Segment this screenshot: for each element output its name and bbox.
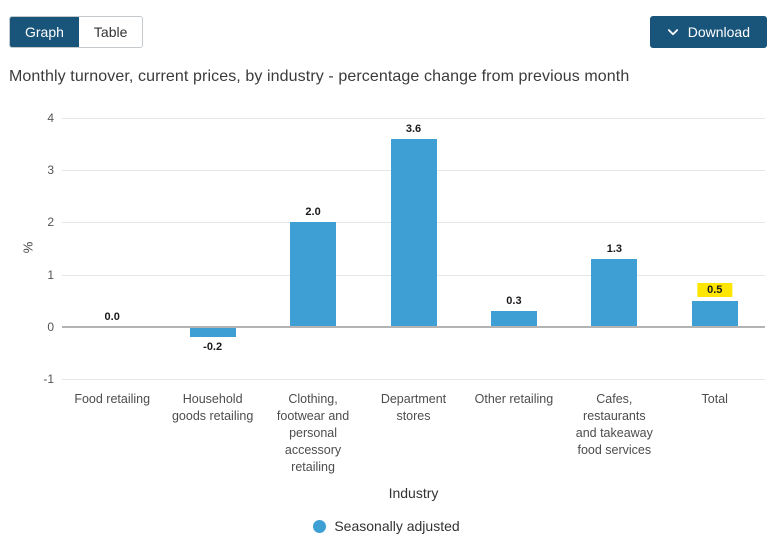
chart-title: Monthly turnover, current prices, by ind… bbox=[9, 68, 630, 85]
bar[interactable] bbox=[390, 138, 437, 327]
x-axis-line bbox=[62, 325, 765, 328]
bar-value-label: 1.3 bbox=[606, 242, 622, 255]
legend-label: Seasonally adjusted bbox=[334, 518, 460, 535]
y-axis-label: % bbox=[20, 241, 36, 254]
toolbar: Graph Table Download bbox=[0, 0, 777, 48]
bar-value-label: 0.5 bbox=[697, 282, 733, 297]
plot-area: 4 3 2 1 0 -1 0.0 -0.2 2.0 3.6 0.3 1.3 0.5 bbox=[43, 111, 765, 386]
y-tick-label: 0 bbox=[47, 319, 54, 334]
y-tick-label: 4 bbox=[47, 111, 54, 125]
bar-value-label: 3.6 bbox=[405, 122, 422, 135]
y-tick-label: 2 bbox=[47, 215, 54, 230]
chart-widget: Graph Table Download Monthly turnover, c… bbox=[0, 0, 777, 534]
bar-value-label: 0.3 bbox=[506, 295, 522, 308]
tab-table[interactable]: Table bbox=[78, 17, 143, 47]
y-tick-label: -1 bbox=[43, 372, 54, 386]
gridline bbox=[62, 118, 765, 119]
bar[interactable] bbox=[189, 326, 236, 338]
bar[interactable] bbox=[691, 300, 738, 327]
x-tick-label: Household goods retailing bbox=[171, 392, 254, 423]
chevron-down-icon bbox=[667, 26, 679, 38]
y-tick-label: 1 bbox=[47, 267, 54, 282]
legend: Seasonally adjusted bbox=[8, 518, 765, 534]
tab-graph[interactable]: Graph bbox=[10, 17, 79, 47]
download-label: Download bbox=[687, 24, 750, 40]
x-tick-label: Other retailing bbox=[474, 392, 554, 406]
x-axis-label: Industry bbox=[388, 485, 439, 502]
x-tick-label: Clothing, footwear and personal accessor… bbox=[276, 392, 350, 474]
bar-value-label: -0.2 bbox=[203, 341, 223, 354]
x-axis-tick-labels: Food retailing Household goods retailing C… bbox=[62, 391, 765, 475]
y-tick-label: 3 bbox=[47, 163, 54, 178]
x-tick-label: Total bbox=[701, 392, 728, 406]
bar-value-label: 0.0 bbox=[104, 310, 120, 323]
x-tick-label: Food retailing bbox=[74, 392, 151, 406]
bar[interactable] bbox=[290, 222, 337, 327]
download-button[interactable]: Download bbox=[649, 16, 767, 48]
bar-chart: % 4 3 2 1 0 -1 0.0 -0.2 2.0 3.6 0.3 1.3 0.5 Food ret… bbox=[8, 111, 765, 534]
x-tick-label: Cafes, restaurants and takeaway food ser… bbox=[575, 392, 653, 457]
x-tick-label: Department stores bbox=[380, 392, 447, 423]
bar-value-label: 2.0 bbox=[305, 206, 321, 219]
legend-marker bbox=[313, 519, 327, 533]
view-toggle: Graph Table bbox=[9, 16, 144, 48]
bar[interactable] bbox=[490, 311, 537, 327]
gridline bbox=[62, 379, 765, 380]
bar[interactable] bbox=[591, 258, 638, 327]
